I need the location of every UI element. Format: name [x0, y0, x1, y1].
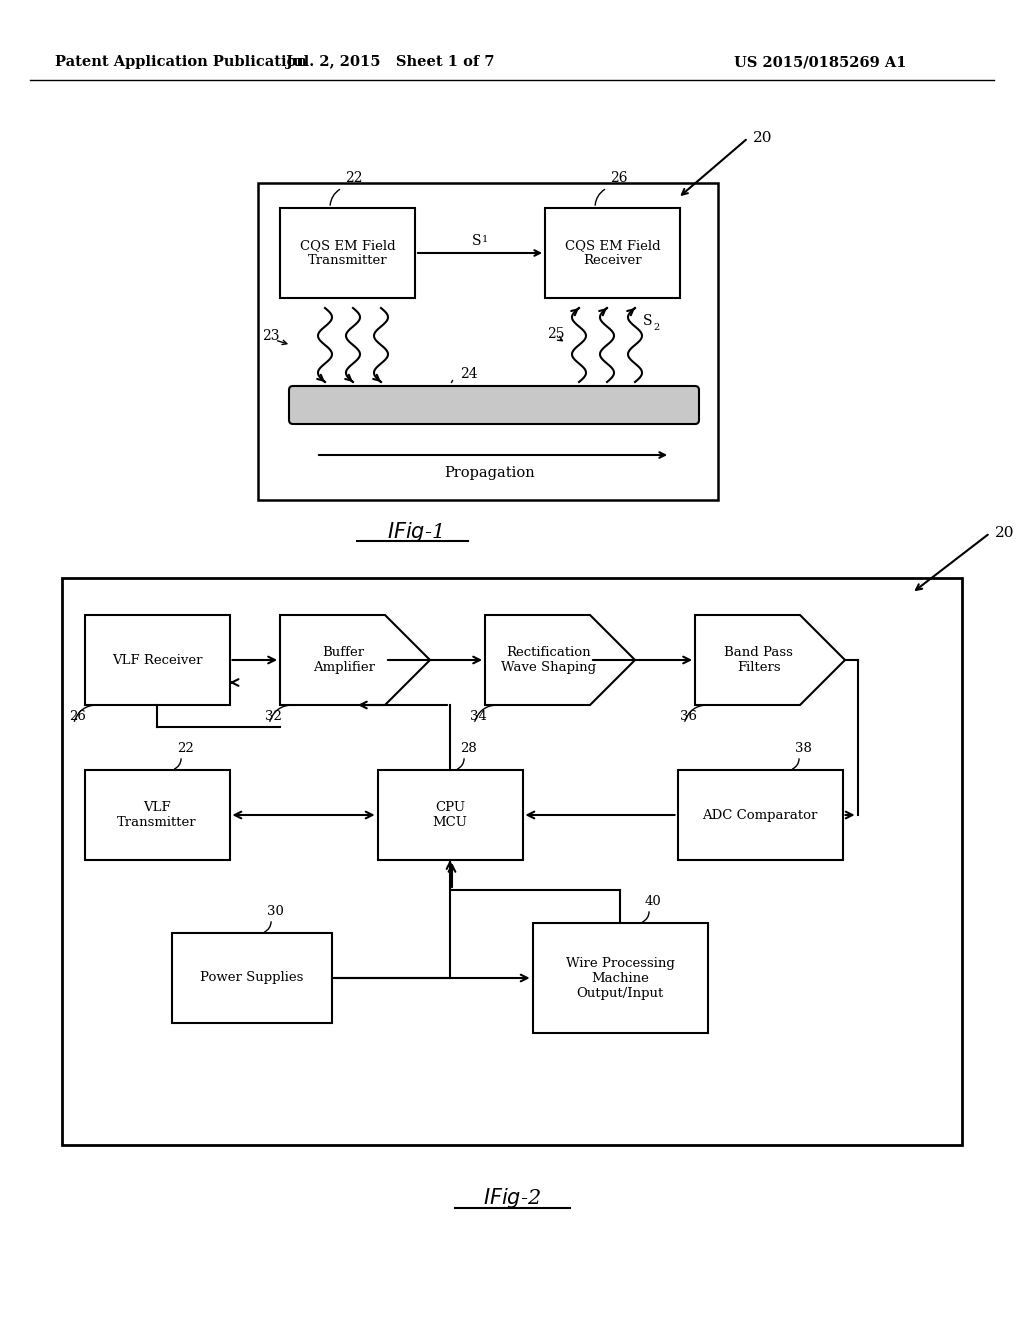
Text: Wire Processing
Machine
Output/Input: Wire Processing Machine Output/Input: [565, 957, 675, 999]
FancyBboxPatch shape: [545, 209, 680, 298]
FancyBboxPatch shape: [289, 385, 699, 424]
Text: Buffer
Amplifier: Buffer Amplifier: [312, 645, 375, 675]
Text: 20: 20: [995, 525, 1015, 540]
Text: 1: 1: [482, 235, 488, 244]
FancyBboxPatch shape: [280, 209, 415, 298]
Text: VLF
Transmitter: VLF Transmitter: [117, 801, 197, 829]
Text: 36: 36: [680, 710, 697, 723]
Text: 32: 32: [265, 710, 282, 723]
Text: CQS EM Field
Receiver: CQS EM Field Receiver: [564, 239, 660, 267]
Text: 22: 22: [177, 742, 194, 755]
Polygon shape: [695, 615, 845, 705]
FancyBboxPatch shape: [378, 770, 522, 861]
Text: Patent Application Publication: Patent Application Publication: [55, 55, 307, 69]
Text: US 2015/0185269 A1: US 2015/0185269 A1: [734, 55, 906, 69]
Text: $\mathit{IFig}$-2: $\mathit{IFig}$-2: [483, 1185, 541, 1210]
Polygon shape: [485, 615, 635, 705]
FancyBboxPatch shape: [258, 183, 718, 500]
Text: 26: 26: [70, 710, 86, 723]
Text: Jul. 2, 2015   Sheet 1 of 7: Jul. 2, 2015 Sheet 1 of 7: [286, 55, 495, 69]
Text: Rectification
Wave Shaping: Rectification Wave Shaping: [501, 645, 596, 675]
Text: ADC Comparator: ADC Comparator: [702, 808, 818, 821]
FancyBboxPatch shape: [678, 770, 843, 861]
Text: Band Pass
Filters: Band Pass Filters: [724, 645, 794, 675]
Text: 24: 24: [460, 367, 477, 381]
Text: 2: 2: [653, 323, 659, 333]
Text: 20: 20: [753, 131, 772, 145]
Text: 22: 22: [345, 172, 362, 185]
Text: Propagation: Propagation: [444, 466, 536, 480]
Text: CPU
MCU: CPU MCU: [432, 801, 468, 829]
Text: S: S: [643, 314, 652, 327]
Text: Power Supplies: Power Supplies: [201, 972, 304, 985]
Text: $\mathit{I}$$\mathit{Fig}$-1: $\mathit{I}$$\mathit{Fig}$-1: [387, 520, 442, 544]
Text: S: S: [472, 234, 481, 248]
FancyBboxPatch shape: [85, 615, 229, 705]
Text: 23: 23: [262, 329, 280, 343]
Text: 25: 25: [547, 327, 564, 341]
Text: 26: 26: [610, 172, 628, 185]
FancyBboxPatch shape: [532, 923, 708, 1034]
Text: 34: 34: [470, 710, 486, 723]
Text: 28: 28: [460, 742, 477, 755]
FancyBboxPatch shape: [85, 770, 229, 861]
Text: 40: 40: [645, 895, 662, 908]
Text: 38: 38: [795, 742, 812, 755]
Text: 30: 30: [267, 906, 284, 917]
FancyBboxPatch shape: [62, 578, 962, 1144]
Text: CQS EM Field
Transmitter: CQS EM Field Transmitter: [300, 239, 395, 267]
FancyBboxPatch shape: [172, 933, 332, 1023]
Text: VLF Receiver: VLF Receiver: [112, 653, 203, 667]
Polygon shape: [280, 615, 430, 705]
